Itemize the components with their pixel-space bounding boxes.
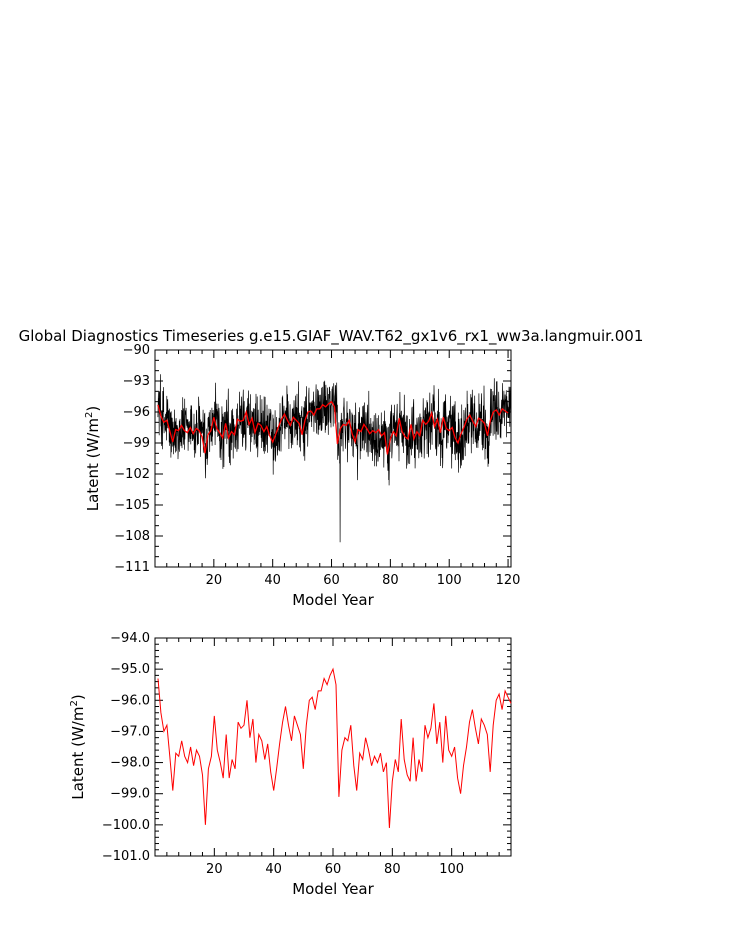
x-tick-label: 60	[323, 573, 340, 588]
x-tick-label: 40	[264, 573, 281, 588]
y-tick-label: −99	[123, 436, 150, 451]
x-tick-label: 80	[384, 862, 401, 877]
y-tick-label: −93	[123, 374, 150, 389]
y-tick-label: −100.0	[102, 818, 150, 833]
x-tick-label: 20	[206, 573, 223, 588]
x-axis-label: Model Year	[292, 591, 374, 609]
y-tick-label: −97.0	[110, 724, 150, 739]
series-line-monthly	[157, 374, 512, 543]
y-axis-label-close: )	[84, 406, 102, 412]
y-axis-label-sup: 2	[69, 700, 80, 706]
top-panel: −90 −93 −96 −99 −102 −105 −108 −111 20 40 60 80 100 1…	[84, 343, 520, 609]
y-tick-label: −96.0	[110, 693, 150, 708]
y-tick-label: −108	[114, 529, 150, 544]
y-tick-label: −102	[114, 467, 150, 482]
y-tick-label: −98.0	[110, 756, 150, 771]
y-axis-label-close: )	[69, 694, 87, 700]
y-tick-label: −99.0	[110, 787, 150, 802]
y-axis-label-text: Latent (W/m	[84, 418, 102, 511]
x-tick-label: 100	[439, 862, 464, 877]
y-axis-label-sup: 2	[84, 412, 95, 418]
series-line-annual	[157, 400, 509, 455]
y-tick-label: −105	[114, 498, 150, 513]
y-axis-label: Latent (W/m2)	[69, 694, 87, 799]
y-tick-label: −111	[114, 560, 150, 575]
plot-frame	[154, 349, 512, 568]
y-tick-label: −101.0	[102, 849, 150, 864]
y-axis-label: Latent (W/m2)	[84, 406, 102, 511]
bottom-panel: −94.0 −95.0 −96.0 −97.0 −98.0 −99.0 −100.0 −101…	[69, 631, 512, 898]
y-tick-label: −95.0	[110, 662, 150, 677]
x-tick-label: 20	[206, 862, 223, 877]
x-tick-label: 60	[325, 862, 342, 877]
chart-title: Global Diagnostics Timeseries g.e15.GIAF…	[19, 327, 644, 346]
y-tick-label: −90	[123, 343, 150, 358]
series-line-annual	[157, 667, 512, 829]
x-tick-label: 80	[382, 573, 399, 588]
x-tick-label: 100	[437, 573, 462, 588]
x-tick-label: 40	[265, 862, 282, 877]
x-tick-label: 120	[496, 573, 521, 588]
x-axis-label: Model Year	[292, 880, 374, 898]
y-tick-label: −96	[123, 405, 150, 420]
y-tick-label: −94.0	[110, 631, 150, 646]
y-axis-label-text: Latent (W/m	[69, 707, 87, 800]
